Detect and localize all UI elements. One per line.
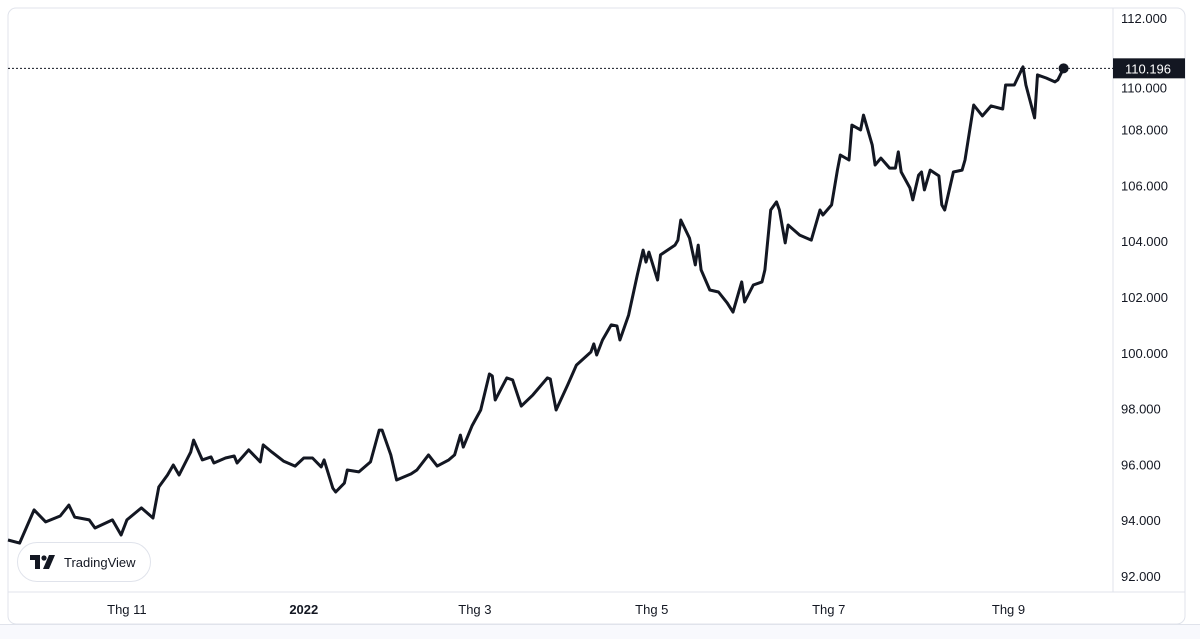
time-tick-label: Thg 3: [458, 602, 491, 617]
tradingview-logo[interactable]: TradingView: [17, 542, 151, 582]
price-tick-label: 100.000: [1121, 346, 1168, 361]
price-tick-label: 108.000: [1121, 123, 1168, 138]
price-tick-label: 110.000: [1121, 80, 1167, 95]
time-axis[interactable]: Thg 11 2022 Thg 3 Thg 5 Thg 7 Thg 9: [107, 602, 1025, 617]
price-tick-label: 94.000: [1121, 513, 1161, 528]
time-tick-label: Thg 11: [107, 602, 147, 617]
price-tick-label: 106.000: [1121, 178, 1168, 193]
price-tick-label: 104.000: [1121, 234, 1168, 249]
tradingview-logo-text: TradingView: [64, 554, 136, 570]
last-price-dot: [1058, 63, 1069, 74]
price-axis[interactable]: 112.000 110.000 108.000 106.000 104.000 102.0…: [1121, 11, 1168, 584]
time-tick-label: Thg 7: [812, 602, 845, 617]
last-price-label-box: [1113, 58, 1185, 79]
time-tick-label: Thg 9: [992, 602, 1025, 617]
time-tick-label: Thg 5: [635, 602, 668, 617]
price-tick-label: 98.000: [1121, 402, 1161, 417]
price-tick-label: 96.000: [1121, 457, 1161, 472]
chart-frame: [7, 7, 1186, 625]
last-price-label: 110.196: [1125, 61, 1171, 76]
price-tick-label: 112.000: [1121, 11, 1167, 26]
price-tick-label: 92.000: [1121, 569, 1161, 584]
bottom-strip: [0, 624, 1200, 639]
time-tick-label: 2022: [289, 602, 318, 617]
tradingview-logo-icon: [30, 555, 55, 569]
price-tick-label: 102.000: [1121, 290, 1168, 305]
price-line: [7, 65, 1065, 545]
